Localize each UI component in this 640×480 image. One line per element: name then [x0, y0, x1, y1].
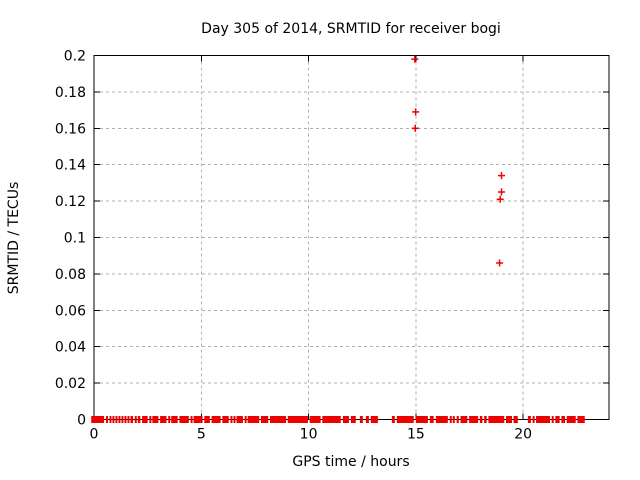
- data-marker-band: [149, 416, 152, 423]
- data-point-plus: [497, 172, 505, 180]
- data-marker-band: [204, 416, 210, 423]
- x-tick-label: 5: [197, 427, 206, 443]
- data-marker-band: [322, 416, 341, 423]
- data-marker-band: [142, 416, 148, 423]
- y-tick-label: 0.1: [64, 231, 86, 247]
- data-marker-band: [127, 416, 130, 423]
- data-marker-band: [506, 416, 513, 423]
- data-marker-band: [415, 416, 428, 423]
- data-point-plus: [497, 188, 505, 196]
- data-marker-band: [309, 416, 321, 423]
- data-marker-band: [211, 416, 221, 423]
- data-marker-band: [527, 416, 531, 423]
- x-axis-label: GPS time / hours: [292, 454, 409, 470]
- data-marker-band: [190, 416, 193, 423]
- outlier-markers: [411, 55, 505, 267]
- y-tick-label: 0.02: [55, 376, 86, 392]
- data-marker-band: [513, 416, 518, 423]
- data-marker-band: [91, 416, 105, 423]
- data-marker-band: [350, 416, 356, 423]
- x-tick-label: 20: [514, 427, 532, 443]
- data-marker-band: [230, 416, 233, 423]
- data-marker-band: [460, 416, 468, 423]
- chart-title: Day 305 of 2014, SRMTID for receiver bog…: [201, 21, 501, 37]
- data-marker-band: [566, 416, 576, 423]
- data-marker-band: [171, 416, 178, 423]
- data-marker-band: [121, 416, 124, 423]
- data-marker-band: [577, 416, 585, 423]
- data-point-plus: [496, 195, 504, 203]
- gridlines: [94, 55, 609, 420]
- y-tick-label: 0.2: [64, 49, 86, 65]
- data-marker-band: [118, 416, 121, 423]
- plot-frame: [93, 55, 610, 420]
- data-marker-band: [168, 416, 171, 423]
- data-marker-band: [452, 416, 455, 423]
- data-marker-band: [536, 416, 550, 423]
- data-marker-band: [130, 416, 134, 423]
- axis-ticks: [93, 55, 609, 420]
- data-marker-band: [260, 416, 269, 423]
- data-marker-band: [152, 416, 159, 423]
- data-marker-band: [488, 416, 505, 423]
- data-marker-band: [115, 416, 118, 423]
- x-tick-label: 0: [90, 427, 99, 443]
- data-marker-band: [287, 416, 308, 423]
- data-marker-band: [134, 416, 137, 423]
- data-point-plus: [412, 108, 420, 116]
- x-tick-labels: 0 5 10 15 20: [90, 427, 533, 443]
- data-marker-band: [469, 416, 479, 423]
- data-marker-band: [244, 416, 247, 423]
- data-marker-band: [479, 416, 483, 423]
- data-marker-band: [449, 416, 452, 423]
- baseline-markers: [91, 416, 585, 423]
- y-tick-label: 0.16: [55, 121, 86, 137]
- y-tick-label: 0.14: [55, 158, 86, 174]
- y-tick-label: 0.06: [55, 303, 86, 319]
- data-marker-band: [269, 416, 287, 423]
- data-marker-band: [106, 416, 109, 423]
- data-marker-band: [429, 416, 434, 423]
- data-marker-band: [112, 416, 115, 423]
- data-marker-band: [233, 416, 236, 423]
- data-marker-band: [555, 416, 560, 423]
- data-marker-band: [124, 416, 127, 423]
- data-marker-band: [359, 416, 363, 423]
- x-tick-label: 15: [407, 427, 425, 443]
- data-marker-band: [561, 416, 566, 423]
- y-tick-label: 0: [77, 413, 86, 429]
- data-marker-band: [396, 416, 414, 423]
- y-tick-label: 0.12: [55, 194, 86, 210]
- data-marker-band: [109, 416, 112, 423]
- y-tick-label: 0.18: [55, 85, 86, 101]
- data-marker-band: [236, 416, 243, 423]
- data-marker-band: [342, 416, 349, 423]
- data-point-plus: [411, 55, 419, 63]
- data-marker-band: [179, 416, 189, 423]
- data-marker-band: [193, 416, 203, 423]
- data-marker-band: [222, 416, 229, 423]
- x-tick-label: 10: [300, 427, 318, 443]
- data-marker-band: [365, 416, 369, 423]
- data-marker-band: [391, 416, 395, 423]
- data-marker-band: [247, 416, 260, 423]
- data-marker-band: [137, 416, 141, 423]
- data-marker-band: [435, 416, 448, 423]
- data-marker-band: [160, 416, 167, 423]
- data-marker-band: [370, 416, 378, 423]
- data-point-plus: [496, 259, 504, 267]
- data-marker-band: [532, 416, 535, 423]
- y-axis-label: SRMTID / TECUs: [6, 182, 22, 295]
- data-marker-band: [551, 416, 554, 423]
- y-tick-labels: 0 0.02 0.04 0.06 0.08 0.1 0.12 0.14 0.16 0.18 0.2: [55, 49, 86, 429]
- y-tick-label: 0.08: [55, 267, 86, 283]
- y-tick-label: 0.04: [55, 340, 86, 356]
- plot-border: [93, 55, 610, 420]
- data-marker-band: [456, 416, 459, 423]
- data-point-plus: [411, 124, 419, 132]
- data-marker-band: [484, 416, 487, 423]
